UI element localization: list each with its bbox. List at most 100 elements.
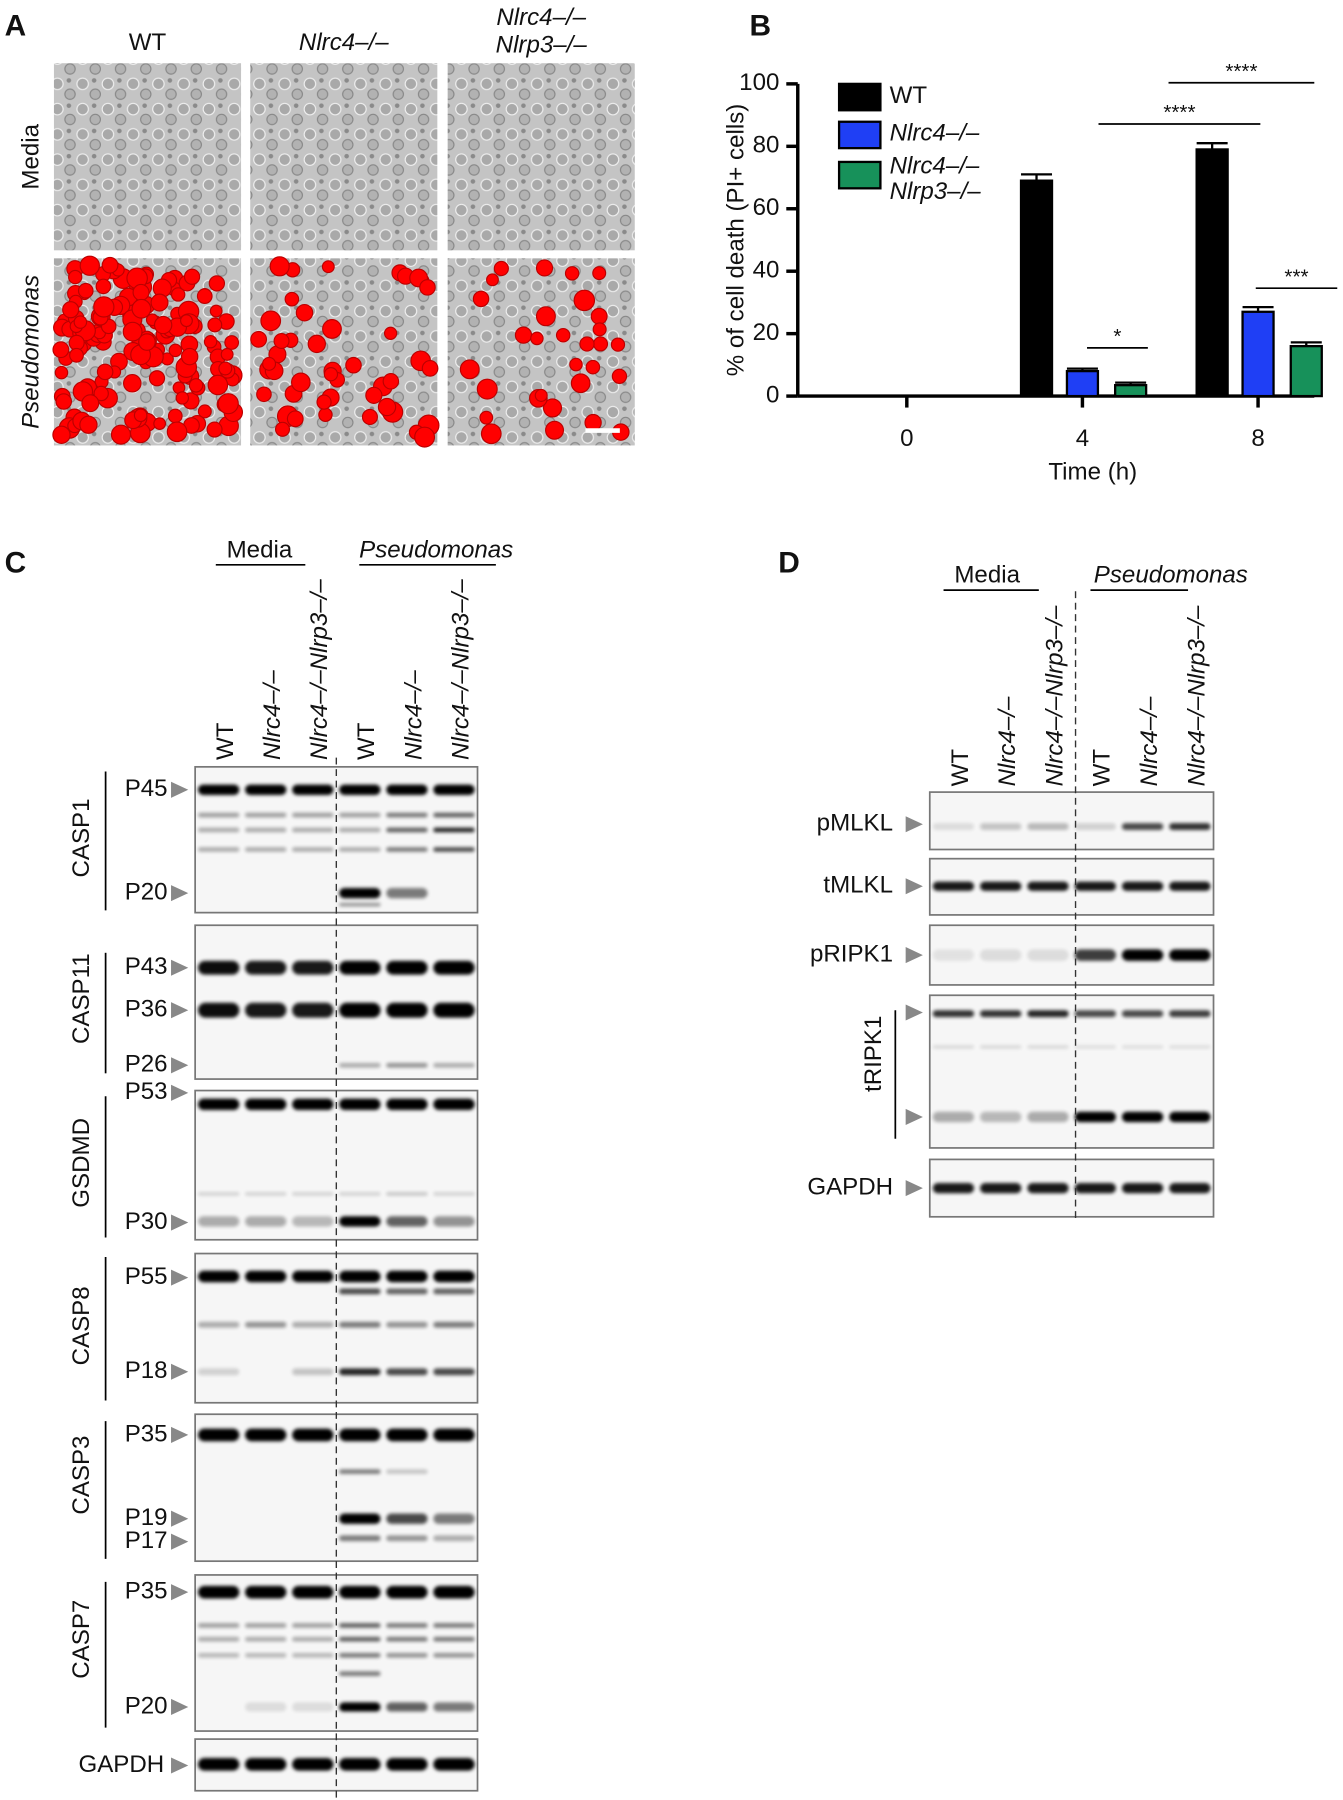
band — [1074, 1111, 1116, 1123]
micrograph — [447, 63, 635, 251]
band — [339, 1636, 381, 1642]
legend-swatch — [837, 120, 882, 150]
band — [1121, 1111, 1164, 1123]
blot-frame — [928, 857, 1215, 916]
pi-cell — [421, 360, 439, 377]
band — [386, 1062, 428, 1068]
y-axis-label: % of cell death (PI+ cells) — [722, 104, 749, 377]
lane-label: WT — [353, 722, 380, 760]
marker-label: P26 — [125, 1051, 168, 1078]
pi-cell — [217, 393, 239, 415]
band — [198, 1321, 240, 1328]
band — [292, 1192, 334, 1196]
pi-cell — [55, 393, 73, 410]
pi-cell — [218, 361, 233, 376]
pi-cell — [132, 283, 150, 301]
band — [980, 823, 1022, 830]
band — [245, 1758, 287, 1771]
band — [980, 1010, 1022, 1018]
pi-cell — [77, 282, 94, 299]
band — [433, 1002, 475, 1018]
band — [339, 1062, 381, 1068]
marker-label: P19 — [125, 1504, 168, 1531]
pi-cell — [534, 388, 548, 402]
pi-cell — [54, 365, 69, 380]
blot-frame — [928, 791, 1215, 851]
marker-label: P20 — [125, 878, 168, 905]
pi-cell — [318, 407, 333, 422]
lane-label: Nlrc4–/– — [994, 696, 1021, 786]
band — [433, 1321, 475, 1328]
band — [1027, 881, 1069, 891]
band — [433, 1098, 475, 1111]
pi-cell — [592, 266, 607, 281]
band — [980, 1045, 1022, 1049]
band — [433, 1428, 475, 1442]
band — [1121, 1010, 1164, 1018]
band — [1074, 1045, 1116, 1049]
group-label: Pseudomonas — [359, 536, 513, 563]
pi-cell — [256, 386, 272, 403]
pi-cell — [183, 268, 201, 285]
row-label: Pseudomonas — [17, 275, 44, 429]
band — [198, 1428, 240, 1442]
pi-cell — [480, 423, 502, 445]
band — [433, 827, 475, 833]
pi-cell — [316, 394, 332, 410]
band — [245, 847, 287, 852]
band — [1121, 881, 1164, 891]
pi-cell — [382, 373, 400, 390]
pi-cell — [545, 420, 565, 440]
band — [245, 960, 287, 975]
pi-cell — [321, 260, 335, 274]
band — [245, 1652, 287, 1658]
band — [1074, 1010, 1116, 1018]
band — [1074, 949, 1116, 961]
pi-cell — [224, 335, 240, 350]
marker-label: P55 — [125, 1263, 168, 1290]
band — [1121, 949, 1164, 961]
pi-cell — [52, 425, 71, 444]
band-arrow — [171, 1084, 189, 1101]
band — [292, 1216, 334, 1227]
band — [292, 1098, 334, 1111]
band — [1169, 1182, 1211, 1194]
band — [339, 1513, 381, 1524]
band — [292, 1270, 334, 1283]
band — [198, 1270, 240, 1283]
band — [198, 847, 240, 852]
pi-cell — [323, 367, 339, 382]
band-arrow — [905, 1180, 923, 1197]
pi-cell — [180, 347, 199, 366]
pi-cell — [133, 408, 148, 423]
band — [433, 1758, 475, 1771]
legend-label: WT — [890, 82, 928, 109]
lane-label: Nlrc4–/–Nlrp3–/– — [306, 579, 333, 760]
band — [980, 881, 1022, 891]
band — [245, 1270, 287, 1283]
band — [1027, 949, 1069, 961]
band — [339, 902, 381, 907]
pi-cell — [93, 385, 109, 402]
pi-cell — [569, 357, 583, 372]
pi-cell — [73, 315, 88, 329]
band — [386, 847, 428, 852]
pi-cell — [573, 289, 596, 312]
band — [386, 1652, 428, 1658]
band-arrow — [171, 1363, 189, 1380]
band — [1027, 1111, 1069, 1123]
pi-cell — [273, 332, 290, 350]
band — [433, 1702, 475, 1712]
pi-cell — [414, 426, 436, 448]
band — [245, 1002, 287, 1018]
band — [386, 1368, 428, 1376]
band — [292, 1652, 334, 1658]
band — [339, 1702, 381, 1712]
pi-cell — [284, 291, 300, 307]
band — [932, 823, 975, 830]
marker-label: P43 — [125, 953, 168, 980]
band — [1169, 823, 1211, 830]
band — [339, 1535, 381, 1542]
pi-cell — [542, 398, 563, 418]
pi-cell — [361, 408, 378, 425]
